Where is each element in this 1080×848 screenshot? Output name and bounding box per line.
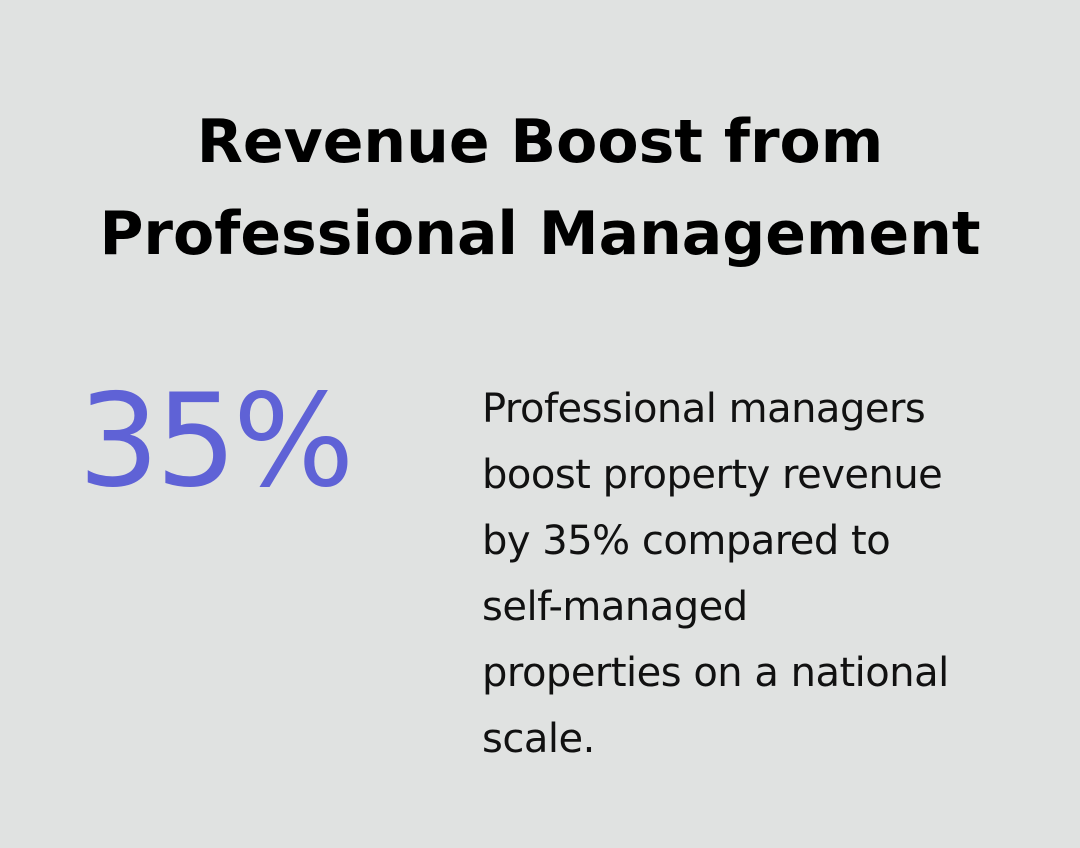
page-title: Revenue Boost from Professional Manageme…: [0, 96, 1080, 280]
description-line: Professional managers: [482, 386, 926, 432]
description-line: properties on a national: [482, 650, 949, 696]
description-line: self-managed: [482, 584, 748, 630]
description-line: boost property revenue: [482, 452, 943, 498]
description-line: scale.: [482, 716, 595, 762]
title-line-2: Professional Management: [99, 199, 981, 269]
description-line: by 35% compared to: [482, 518, 891, 564]
stat-description: Professional managers boost property rev…: [482, 376, 1042, 772]
title-line-1: Revenue Boost from: [196, 107, 884, 177]
stat-value: 35%: [78, 367, 355, 516]
